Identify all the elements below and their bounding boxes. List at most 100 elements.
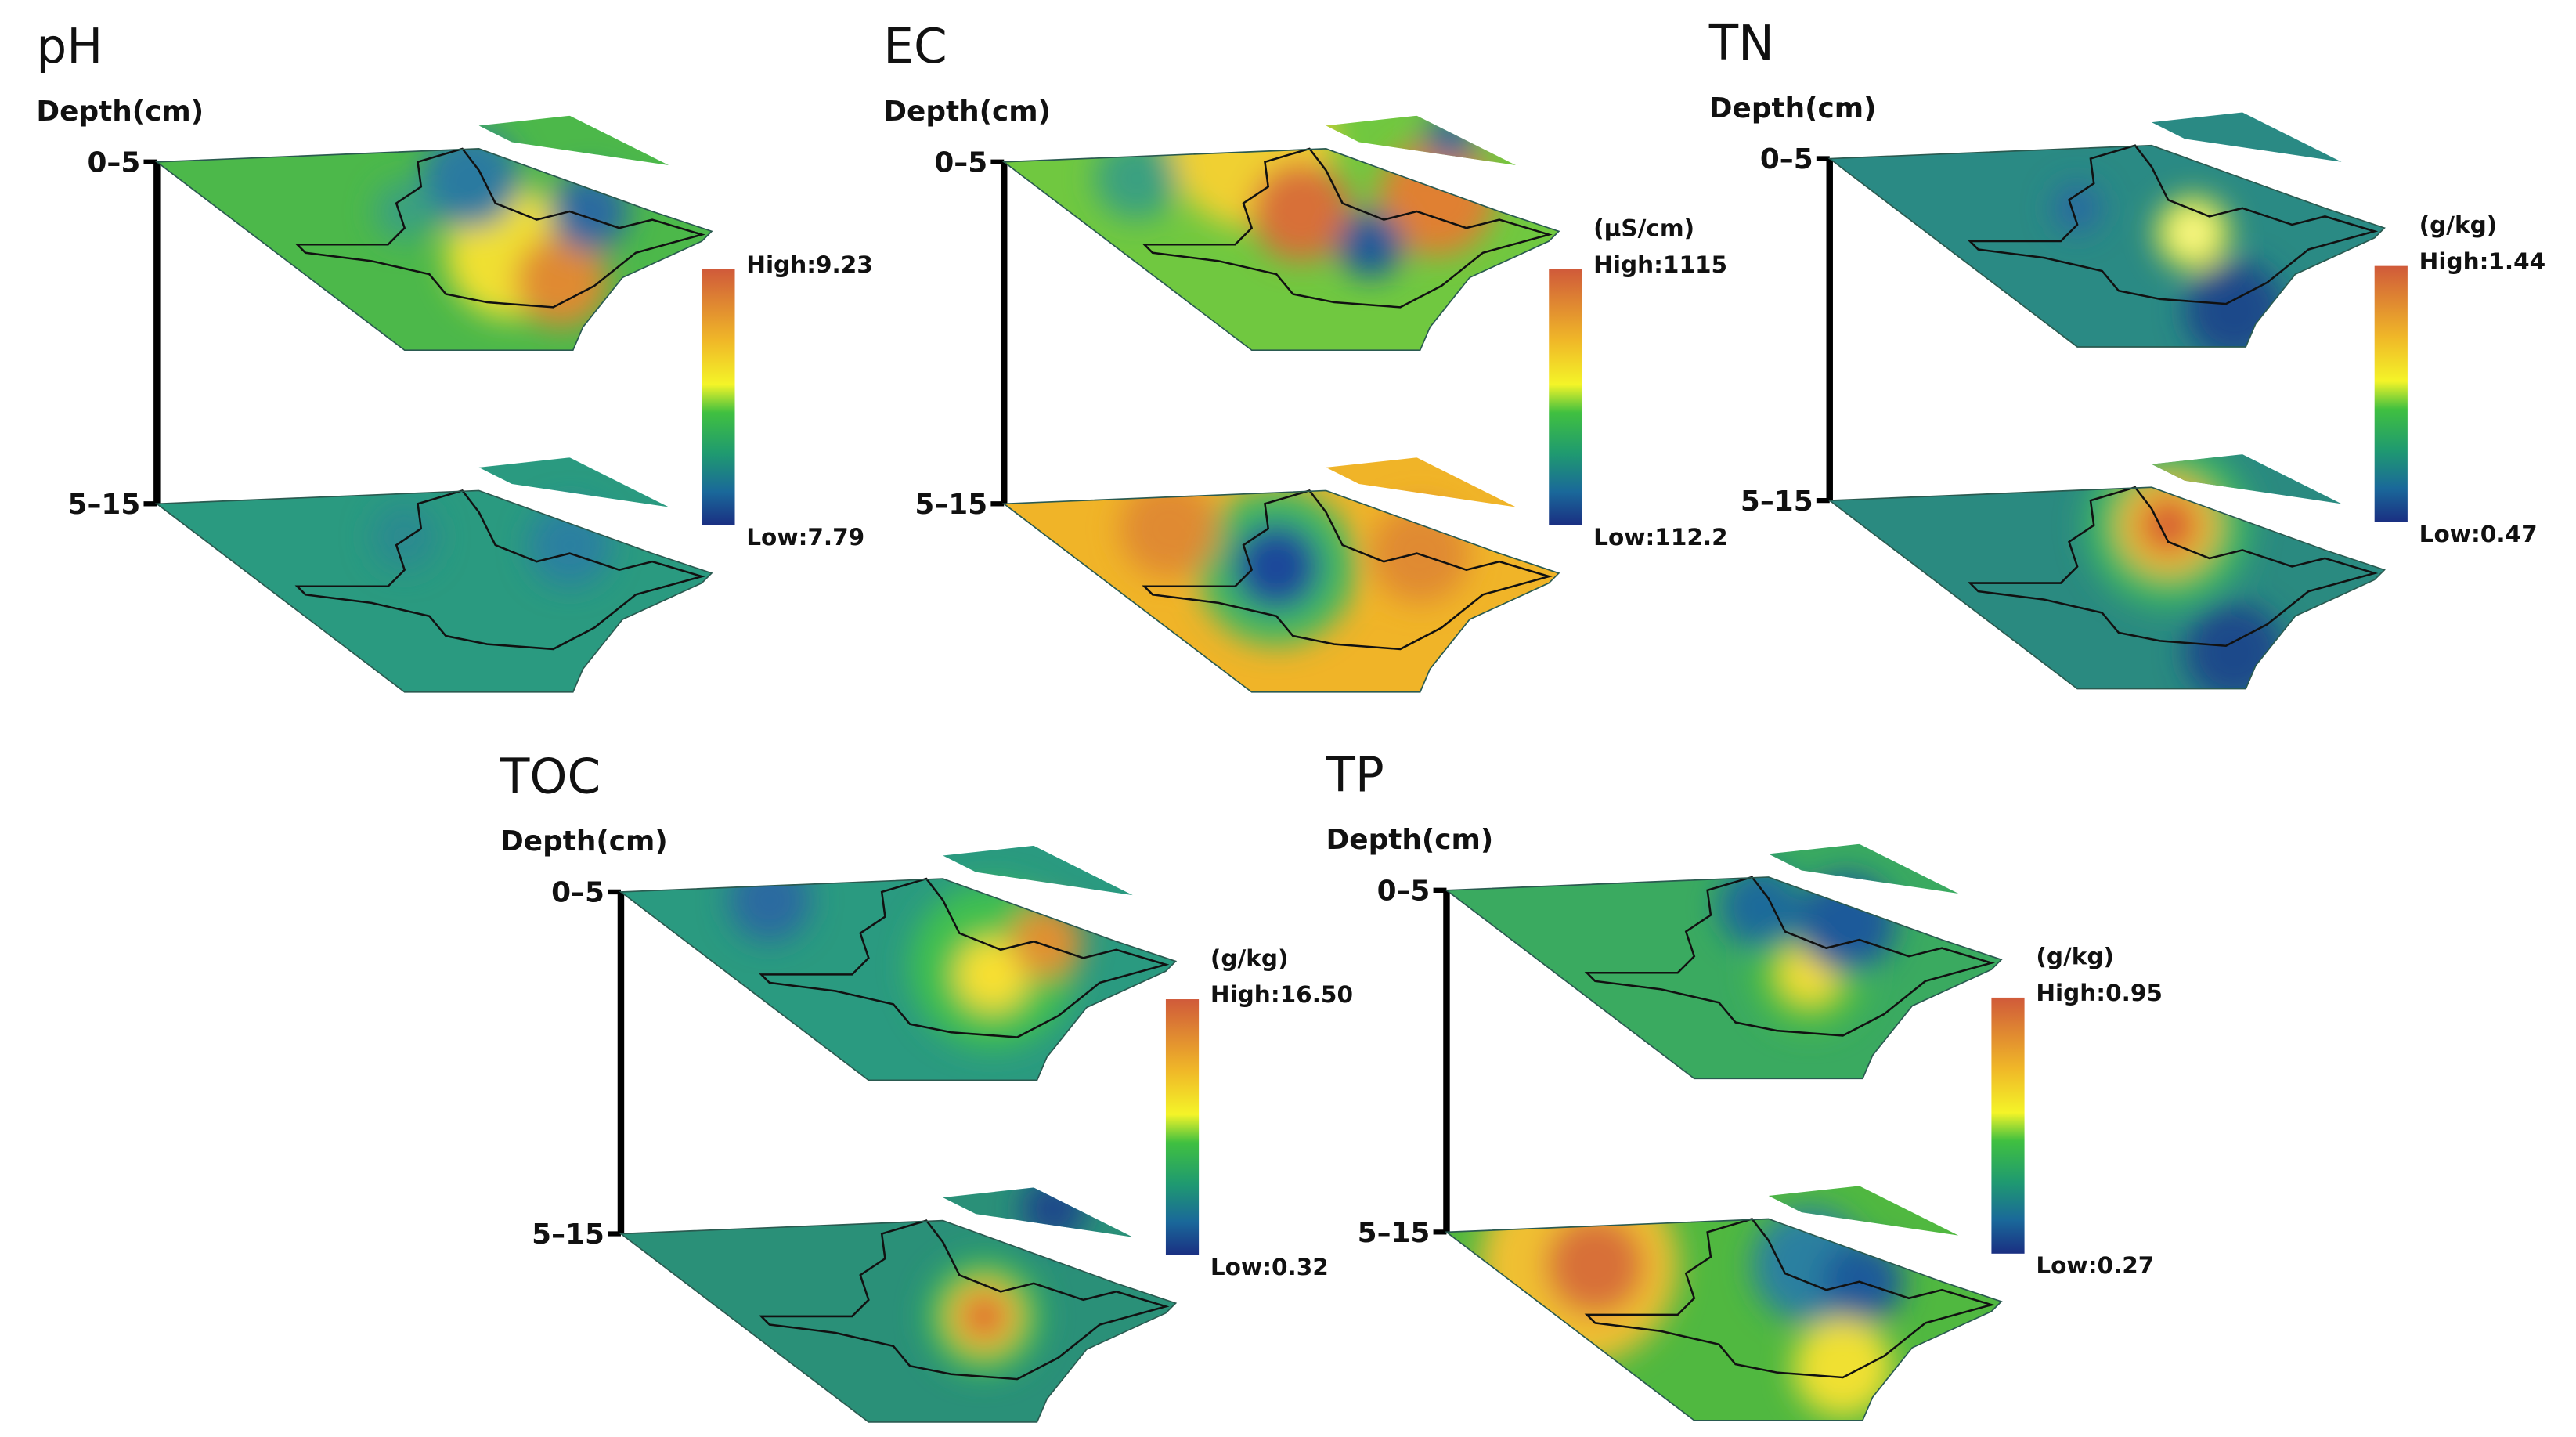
map-boundary [1142,489,1553,651]
map-blob [374,182,435,242]
panel-title: pH [36,19,103,74]
map-blob [528,504,612,587]
map-outline [1445,876,2003,1080]
depth-tick-label: 5–15 [68,489,141,521]
panel: EC Depth(cm) 0–5 5–15 (μS/cm) High:1115 Low:11… [883,19,1728,693]
panel: TOC Depth(cm) 0–5 5–15 (g/kg) High:16.50 Low:0… [500,749,1353,1423]
map-layer [154,457,713,693]
depth-tick-label: 5–15 [1358,1217,1431,1249]
map-blob [1233,523,1320,610]
panel: pH Depth(cm) 0–5 5–15 High:9.23 Low:7.79 [36,19,873,693]
map-blob [2052,183,2102,233]
map-blob [1546,1215,1645,1315]
map-outline [619,878,1178,1081]
low-label: Low:0.47 [2419,521,2538,547]
map-layer [1445,1186,2003,1421]
depth-tick-label: 5–15 [1741,486,1813,518]
panel: TN Depth(cm) 0–5 5–15 (g/kg) High:1.44 Low:0.4… [1708,16,2546,690]
map-outline [1001,489,1560,693]
depth-label: Depth(cm) [1709,92,1877,125]
map-blob [2176,216,2210,250]
map-blob [1119,478,1219,579]
map-blob [1425,115,1475,162]
depth-label: Depth(cm) [883,96,1051,128]
depth-tick-label: 0–5 [1760,143,1813,175]
map-outline [1827,144,2386,348]
map-layer [619,845,1178,1081]
unit-label: (g/kg) [2419,211,2498,238]
map-fill [157,457,712,692]
low-label: Low:7.79 [746,524,864,551]
depth-label: Depth(cm) [500,825,668,858]
map-boundary [294,489,705,651]
map-fill [620,845,1176,1081]
depth-tick-label: 5–15 [532,1219,604,1251]
map-boundary [1142,147,1553,309]
map-fill [1446,1186,2002,1421]
high-label: High:0.95 [2036,980,2163,1006]
colorbar [2374,265,2408,522]
map-layer [1001,457,1560,693]
depth-tick-label: 0–5 [87,146,140,179]
map-outline [154,489,713,693]
panel-title: EC [883,19,947,74]
map-blob [1337,211,1404,278]
high-label: High:9.23 [746,251,873,278]
colorbar [702,269,735,525]
unit-label: (μS/cm) [1593,215,1694,242]
unit-label: (g/kg) [1210,945,1289,972]
map-blob [2185,602,2284,689]
high-label: High:1.44 [2419,248,2546,275]
depth-tick-label: 0–5 [934,146,987,179]
depth-label: Depth(cm) [1326,824,1494,856]
map-blob [728,858,811,942]
map-blob [1020,1187,1087,1243]
panel: TP Depth(cm) 0–5 5–15 (g/kg) High:0.95 Low:0.2… [1326,747,2163,1421]
map-layer [1827,112,2386,348]
map-boundary [759,877,1170,1038]
map-fill [620,1187,1176,1422]
map-blob [371,504,438,570]
colorbar [1165,999,1200,1255]
map-blob [1370,504,1470,603]
map-fill [157,115,712,351]
depth-label: Depth(cm) [36,96,204,128]
map-boundary [759,1219,1170,1381]
map-boundary [1584,876,1996,1037]
map-blob [964,1296,1005,1337]
map-blob [2185,261,2284,347]
map-blob [1719,865,1802,948]
map-outline [1001,148,1560,352]
colorbar [1991,997,2025,1254]
map-layer [1827,454,2386,690]
map-outline [154,148,713,352]
map-fill [1446,843,2002,1079]
map-layer [154,115,713,352]
map-blob [956,937,1029,1011]
map-outline [1827,486,2386,690]
low-label: Low:112.2 [1593,524,1728,551]
map-fill [1829,112,2385,347]
map-blob [420,128,521,229]
panel-title: TOC [500,749,601,804]
map-boundary [1584,1218,1996,1379]
depth-tick-label: 0–5 [1377,875,1431,907]
map-boundary [294,147,705,309]
colorbar [1549,269,1582,525]
map-layer [619,1187,1178,1423]
low-label: Low:0.27 [2036,1252,2154,1279]
map-outline [619,1219,1178,1423]
map-blob [1796,873,1896,973]
panel-title: TN [1708,16,1774,71]
map-blob [1095,137,1178,220]
map-layer [1001,115,1560,352]
low-label: Low:0.32 [1210,1254,1329,1280]
high-label: High:1115 [1593,251,1727,278]
unit-label: (g/kg) [2036,944,2114,970]
map-outline [1445,1218,2003,1421]
map-boundary [1967,144,2379,305]
map-layer [1445,843,2003,1080]
high-label: High:16.50 [1210,981,1353,1008]
depth-tick-label: 0–5 [551,877,604,909]
